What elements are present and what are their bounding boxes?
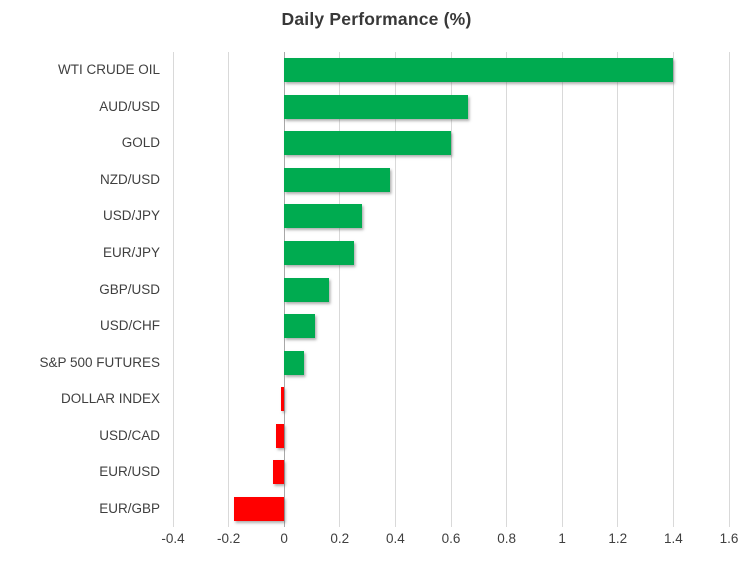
category-label: S&P 500 FUTURES (39, 354, 160, 370)
gridline (228, 52, 230, 527)
gridline (728, 52, 730, 527)
gridline (394, 52, 396, 527)
category-label: AUD/USD (99, 98, 160, 114)
category-label: GBP/USD (99, 281, 160, 297)
gridline (506, 52, 508, 527)
x-tick-label: 0.8 (497, 531, 516, 546)
category-label: DOLLAR INDEX (60, 391, 160, 407)
x-tick-label: 0 (280, 531, 288, 546)
bar-eur-gbp (234, 496, 285, 521)
category-axis: WTI CRUDE OIL AUD/USD GOLD NZD/USD USD/JPY EU… (0, 52, 160, 527)
chart-title: Daily Performance (%) (281, 9, 472, 29)
category-label: USD/JPY (102, 208, 160, 224)
bar-nzd-usd (284, 167, 390, 192)
x-axis: -0.4 -0.2 0 0.2 0.4 0.6 0.8 1 1.2 1.4 1.6 (0, 531, 753, 553)
bar-usd-jpy (284, 204, 363, 229)
x-tick-label: 1.2 (608, 531, 628, 546)
x-tick-label: 0.6 (441, 531, 461, 546)
gridline (339, 52, 341, 527)
gridline (672, 52, 674, 527)
x-tick-label: 1.6 (719, 531, 739, 546)
gridline (450, 52, 452, 527)
gridline (172, 52, 174, 527)
category-label: EUR/GBP (99, 500, 160, 516)
bar-usd-chf (284, 314, 315, 339)
bar-eur-usd (273, 460, 285, 485)
gridline (561, 52, 563, 527)
bar-gbp-usd (284, 277, 329, 302)
bar-dollar-index (281, 387, 285, 412)
x-tick-label: 0.4 (386, 531, 405, 546)
category-label: EUR/JPY (102, 244, 160, 260)
category-label: GOLD (121, 135, 160, 151)
x-tick-label: -0.2 (216, 531, 241, 546)
plot-area (172, 52, 730, 527)
bar-aud-usd (284, 94, 468, 119)
x-tick-label: 1.4 (664, 531, 683, 546)
bar-eur-jpy (284, 240, 354, 265)
bar-usd-cad (275, 423, 285, 448)
category-label: EUR/USD (99, 464, 160, 480)
bar-wti-crude-oil (284, 58, 674, 83)
category-label: NZD/USD (100, 171, 160, 187)
x-tick-label: -0.4 (161, 531, 185, 546)
x-tick-label: 0.2 (330, 531, 350, 546)
category-label: USD/CHF (100, 318, 160, 334)
bar-s-p-500-futures (284, 350, 304, 375)
category-label: WTI CRUDE OIL (57, 62, 160, 78)
x-tick-label: 1 (558, 531, 566, 546)
category-label: USD/CAD (99, 427, 160, 443)
gridline (617, 52, 619, 527)
bar-gold (284, 131, 451, 156)
